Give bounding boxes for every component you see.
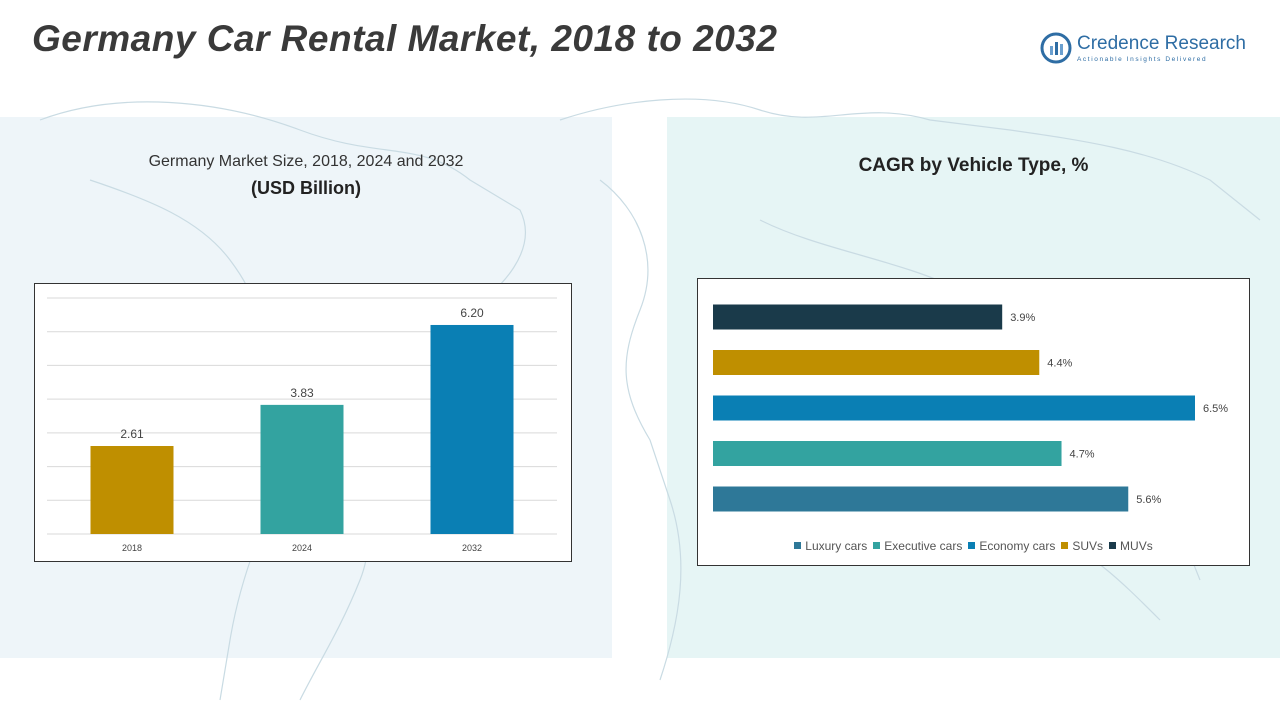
legend-swatch (1109, 542, 1117, 550)
cagr-bar-luxury-cars (713, 486, 1129, 512)
cagr-value-label: 4.4% (1047, 358, 1072, 370)
market-size-chart-svg: 2.61 2018 3.83 2024 6.20 2032 (47, 297, 557, 553)
bar-value-label: 3.83 (290, 386, 314, 400)
legend-item: MUVs (1109, 539, 1153, 553)
legend-label: SUVs (1072, 539, 1104, 553)
market-size-unit: (USD Billion) (251, 178, 361, 198)
x-tick-label: 2032 (462, 543, 482, 553)
cagr-chart-svg: 3.9% 4.4% 6.5% 4.7% 5.6% (713, 304, 1228, 512)
x-tick-label: 2018 (122, 543, 142, 553)
legend-item: Executive cars (873, 539, 962, 553)
credence-logo-icon (1040, 32, 1072, 64)
cagr-title: CAGR by Vehicle Type, % (858, 155, 1089, 176)
cagr-chart: 3.9% 4.4% 6.5% 4.7% 5.6% Luxury cars Executiv… (697, 278, 1250, 566)
legend-label: Luxury cars (805, 539, 868, 553)
logo-tagline: Actionable Insights Delivered (1077, 56, 1208, 63)
bar-2018 (90, 446, 174, 534)
legend-swatch (1061, 542, 1069, 550)
cagr-value-label: 3.9% (1010, 312, 1035, 324)
cagr-value-label: 4.7% (1070, 449, 1095, 461)
legend-swatch (794, 542, 802, 550)
cagr-bar-muvs (713, 304, 1003, 330)
bar-2032 (430, 324, 514, 534)
x-tick-label: 2024 (292, 543, 312, 553)
legend-swatch (968, 542, 976, 550)
legend-label: Executive cars (884, 539, 963, 553)
cagr-legend: Luxury cars Executive cars Economy cars SUV… (698, 539, 1249, 553)
market-size-chart: 2.61 2018 3.83 2024 6.20 2032 (34, 283, 572, 562)
cagr-value-label: 6.5% (1203, 403, 1228, 415)
cagr-bar-executive-cars (713, 441, 1062, 466)
bar-2024 (260, 404, 344, 534)
legend-label: Economy cars (979, 539, 1056, 553)
bar-value-label: 6.20 (460, 306, 484, 320)
legend-swatch (873, 542, 881, 550)
legend-label: MUVs (1120, 539, 1153, 553)
cagr-bar-suvs (713, 350, 1040, 375)
legend-item: Economy cars (968, 539, 1055, 553)
bar-value-label: 2.61 (120, 427, 144, 441)
logo-name: Credence Research (1077, 33, 1246, 54)
cagr-value-label: 5.6% (1136, 494, 1161, 506)
page-title: Germany Car Rental Market, 2018 to 2032 (32, 18, 778, 59)
credence-logo: Credence Research Actionable Insights De… (1040, 30, 1260, 70)
legend-item: SUVs (1061, 539, 1103, 553)
cagr-bar-economy-cars (713, 395, 1195, 421)
market-size-subtitle: Germany Market Size, 2018, 2024 and 2032 (148, 153, 464, 170)
legend-item: Luxury cars (794, 539, 867, 553)
